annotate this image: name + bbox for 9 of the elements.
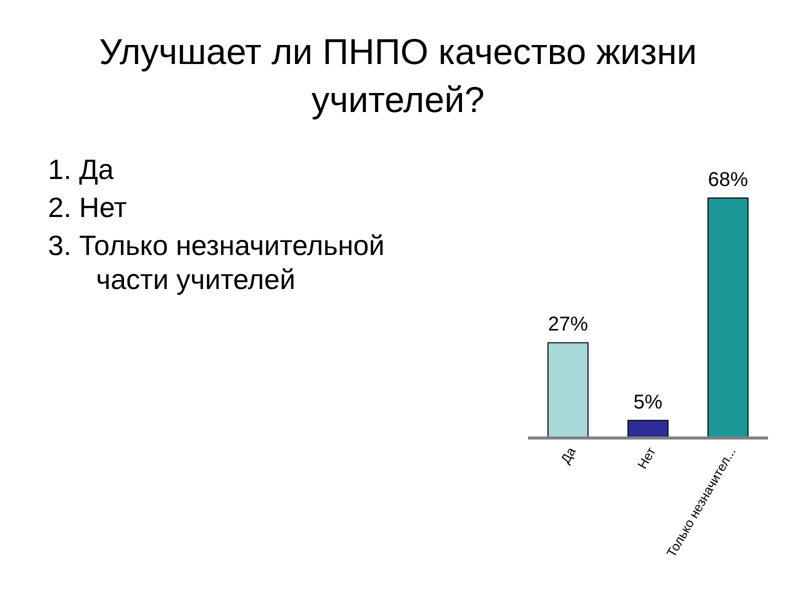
data-label: 5%: [634, 391, 663, 414]
chart-title: Улучшает ли ПНПО качество жизни учителей?: [98, 30, 698, 122]
text: 3. Только незначительной части учителей: [48, 229, 386, 297]
data-label: 27%: [548, 314, 588, 336]
x-tick-label: Нет: [634, 444, 659, 472]
text: 1. Да: [48, 153, 115, 187]
x-tick-label: Да: [558, 444, 579, 466]
data-label: 68%: [708, 169, 748, 191]
text: 2. Нет: [48, 191, 128, 225]
